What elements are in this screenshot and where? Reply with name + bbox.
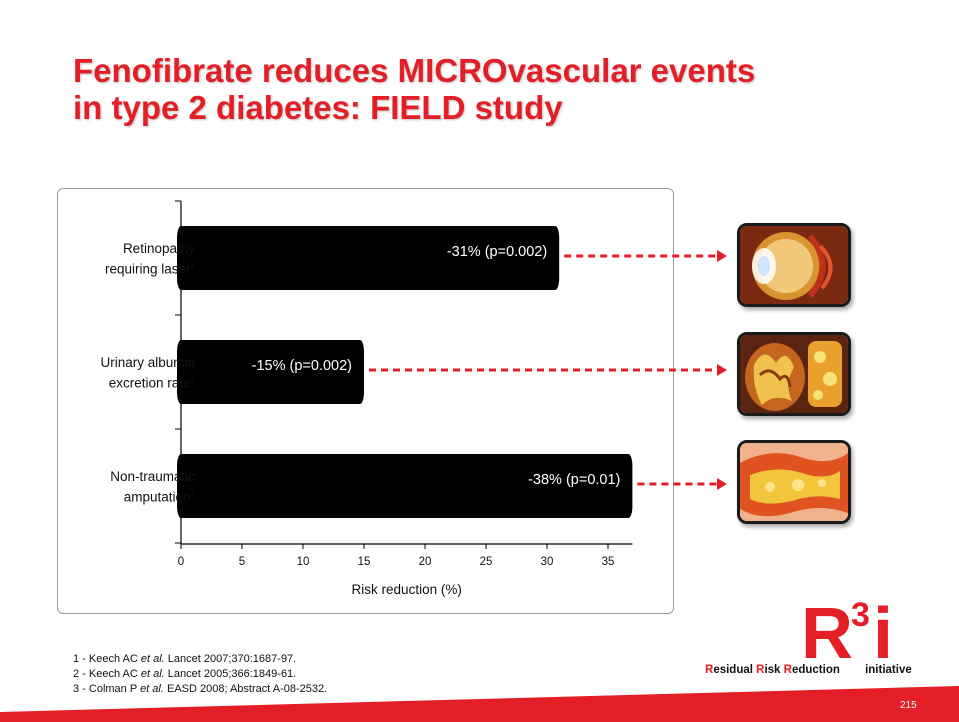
- arrow-head-icon: [717, 364, 727, 376]
- title-line-1: Fenofibrate reduces MICROvascular events: [73, 52, 756, 89]
- r3i-logo: R 3 i: [801, 594, 893, 674]
- bar-chart: 0 5 10 15 20 25 30 35 Risk reduction (%) -31% (p=…: [175, 200, 633, 597]
- category-label-retinopathy: Retinopathy requiring laser1: [105, 241, 195, 277]
- x-tick-label-5: 5: [239, 556, 245, 568]
- eye-anatomy-icon: [737, 223, 851, 307]
- arrow-head-icon: [717, 478, 727, 490]
- logo-letter-r: R: [801, 594, 853, 674]
- bar-data-label-1: -15% (p=0.002): [252, 358, 352, 374]
- reference-2: 2 - Keech AC et al. Lancet 2005;366:1849…: [73, 668, 297, 680]
- bar-2: [177, 454, 633, 518]
- x-axis-label: Risk reduction (%): [352, 582, 462, 597]
- chart-panel: 0 5 10 15 20 25 30 35 Risk reduction (%) -31% (p=…: [57, 188, 674, 614]
- x-tick-label-10: 10: [297, 556, 310, 568]
- logo-tagline: Residual Risk Reduction initiative: [705, 664, 912, 676]
- x-tick-label-0: 0: [178, 556, 184, 568]
- title-line-2: in type 2 diabetes: FIELD study: [73, 89, 563, 126]
- x-tick-label-15: 15: [358, 556, 371, 568]
- x-tick-label-35: 35: [602, 556, 615, 568]
- footer-bar: [0, 686, 959, 722]
- logo-superscript: 3: [851, 596, 870, 634]
- page-number: 215: [900, 700, 917, 711]
- artery-anatomy-icon: [737, 440, 851, 524]
- x-tick-label-30: 30: [541, 556, 554, 568]
- reference-1: 1 - Keech AC et al. Lancet 2007;370:1687…: [73, 653, 297, 665]
- category-label-amputation: Non-traumatic amputation3: [110, 469, 195, 505]
- bar-0: [177, 226, 560, 290]
- x-tick-label-25: 25: [480, 556, 493, 568]
- kidney-anatomy-icon: [737, 332, 851, 416]
- slide-title: Fenofibrate reduces MICROvascular events…: [73, 52, 755, 126]
- references: 1 - Keech AC et al. Lancet 2007;370:1687…: [73, 652, 327, 697]
- reference-3: 3 - Colman P et al. EASD 2008; Abstract …: [73, 683, 328, 695]
- bar-data-label-2: -38% (p=0.01): [528, 472, 620, 488]
- logo-letter-i: i: [873, 594, 893, 674]
- x-tick-label-20: 20: [419, 556, 432, 568]
- arrow-head-icon: [717, 250, 727, 262]
- bar-1: [177, 340, 364, 404]
- category-label-urinary-albumin: Urinary albumin excretion rate2: [100, 355, 195, 391]
- bar-data-label-0: -31% (p=0.002): [447, 244, 547, 260]
